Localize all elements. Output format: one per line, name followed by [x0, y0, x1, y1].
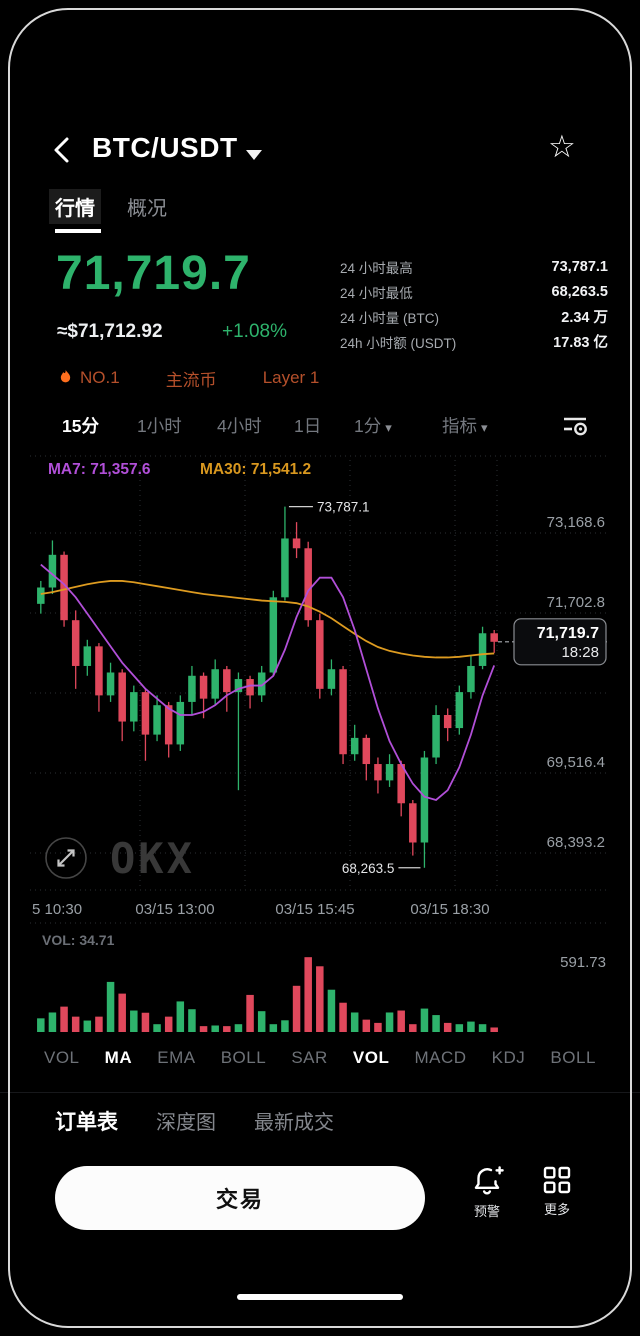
price-chart-svg[interactable]: 73,168.6 71,702.8 69,516.4 68,393.2 73,787.1… — [30, 455, 610, 925]
more-button[interactable]: 更多 — [531, 1164, 583, 1218]
chart-display-settings-icon[interactable] — [560, 410, 590, 440]
svg-text:68,393.2: 68,393.2 — [547, 834, 605, 851]
indicator-vol-main[interactable]: VOL — [44, 1048, 80, 1067]
category-badge[interactable]: 主流币 — [165, 370, 217, 390]
candles-group — [37, 506, 498, 868]
chevron-down-icon: ▾ — [385, 420, 392, 435]
indicator-boll-sub[interactable]: BOLL — [550, 1048, 596, 1067]
stat-row-volume-btc: 24 小时量 (BTC) 2.34 万 — [340, 304, 608, 329]
timeframe-dropdown-label: 1分 — [354, 416, 382, 436]
bell-plus-icon — [474, 1166, 504, 1195]
volume-chart-svg[interactable] — [30, 928, 610, 1036]
stat-label: 24h 小时额 (USDT) — [340, 335, 457, 351]
okx-logo: OKX — [110, 833, 195, 883]
watermark: OKX — [44, 833, 195, 883]
stat-row-high: 24 小时最高 73,787.1 — [340, 254, 608, 279]
tab-market[interactable]: 行情 — [49, 189, 101, 224]
ma30-legend: MA30: 71,541.2 — [200, 461, 312, 478]
fiat-price: ≈$71,712.92 — [57, 321, 163, 342]
indicator-dropdown-label: 指标 — [442, 416, 477, 436]
trade-button-label: 交易 — [215, 1187, 264, 1212]
home-indicator[interactable] — [237, 1294, 403, 1300]
svg-text:03/15 13:00: 03/15 13:00 — [135, 901, 214, 918]
indicator-sar[interactable]: SAR — [291, 1048, 328, 1067]
layer-badge[interactable]: Layer 1 — [262, 368, 320, 387]
stat-row-low: 24 小时最低 68,263.5 — [340, 279, 608, 304]
svg-text:71,702.8: 71,702.8 — [547, 594, 605, 611]
indicator-boll[interactable]: BOLL — [220, 1048, 267, 1067]
ma30-line — [40, 580, 495, 659]
expand-chart-icon[interactable] — [44, 836, 88, 880]
ma7-legend: MA7: 71,357.6 — [48, 461, 151, 478]
trade-button[interactable]: 交易 — [55, 1166, 425, 1230]
indicator-tab-row: VOL MA EMA BOLL SAR VOL MACD KDJ BOLL — [30, 1040, 610, 1076]
svg-text:18:28: 18:28 — [561, 644, 599, 661]
high-annotation: 73,787.1 — [317, 500, 370, 515]
stat-label: 24 小时量 (BTC) — [340, 310, 440, 326]
badge-row: NO.1 主流币 Layer 1 — [58, 366, 319, 390]
stat-row-volume-usdt: 24h 小时额 (USDT) 17.83 亿 — [340, 329, 608, 354]
section-divider — [0, 1092, 640, 1093]
stat-value: 17.83 亿 — [553, 335, 608, 351]
alert-label: 预警 — [473, 1204, 500, 1219]
indicator-vol-sub[interactable]: VOL — [352, 1048, 390, 1067]
volume-pane[interactable]: VOL: 34.71 591.73 — [30, 928, 610, 1036]
alert-button[interactable]: 预警 — [461, 1164, 513, 1220]
low-annotation: 68,263.5 — [342, 861, 395, 876]
candlestick-chart[interactable]: 73,168.6 71,702.8 69,516.4 68,393.2 73,787.1… — [30, 455, 610, 925]
active-tab-underline — [55, 229, 101, 233]
timeframe-1d[interactable]: 1日 — [294, 416, 322, 436]
svg-text:71,719.7: 71,719.7 — [537, 625, 599, 642]
volume-current-label: VOL: 34.71 — [42, 932, 115, 948]
stat-value: 73,787.1 — [551, 258, 608, 275]
order-tab-row: 订单表 深度图 最新成交 — [55, 1106, 334, 1136]
tab-latest-trades[interactable]: 最新成交 — [254, 1112, 334, 1134]
flame-icon — [60, 369, 71, 383]
back-chevron-icon — [54, 137, 69, 163]
tab-overview[interactable]: 概况 — [127, 198, 167, 220]
last-price-tag[interactable]: 71,719.7 18:28 — [513, 618, 607, 666]
indicator-dropdown[interactable]: 指标 ▾ — [442, 413, 488, 438]
chevron-down-icon: ▾ — [481, 420, 488, 435]
rank-badge[interactable]: NO.1 — [80, 368, 120, 387]
stat-label: 24 小时最低 — [340, 285, 413, 301]
ma-legend: MA7: 71,357.6 MA30: 71,541.2 — [48, 461, 311, 479]
indicator-ema[interactable]: EMA — [157, 1048, 196, 1067]
stat-value: 68,263.5 — [551, 283, 608, 300]
ma7-line — [40, 563, 496, 801]
indicator-kdj[interactable]: KDJ — [491, 1048, 526, 1067]
more-label: 更多 — [543, 1202, 570, 1217]
svg-text:03/15 15:45: 03/15 15:45 — [275, 901, 354, 918]
svg-text:03/15 18:30: 03/15 18:30 — [410, 901, 489, 918]
volume-bars-group — [37, 957, 498, 1032]
svg-text:5 10:30: 5 10:30 — [32, 901, 82, 918]
favorite-star-icon[interactable]: ☆ — [548, 129, 576, 164]
last-price: 71,719.7 — [56, 247, 251, 300]
indicator-ma[interactable]: MA — [104, 1048, 133, 1067]
tab-depth-chart[interactable]: 深度图 — [156, 1112, 216, 1134]
timeframe-dropdown[interactable]: 1分 ▾ — [354, 413, 392, 438]
pair-title[interactable]: BTC/USDT — [92, 132, 238, 163]
timeframe-15m[interactable]: 15分 — [62, 416, 99, 436]
stat-label: 24 小时最高 — [340, 260, 413, 276]
indicator-macd[interactable]: MACD — [414, 1048, 467, 1067]
pair-dropdown-caret-icon[interactable] — [246, 150, 262, 160]
svg-text:69,516.4: 69,516.4 — [547, 754, 605, 771]
stats-panel: 24 小时最高 73,787.1 24 小时最低 68,263.5 24 小时量… — [340, 254, 608, 354]
percent-change: +1.08% — [222, 321, 287, 342]
volume-scale-max: 591.73 — [560, 954, 606, 971]
timeframe-4h[interactable]: 4小时 — [217, 416, 262, 436]
timeframe-1h[interactable]: 1小时 — [137, 416, 182, 436]
grid-more-icon — [543, 1166, 571, 1194]
tab-order-book[interactable]: 订单表 — [55, 1111, 118, 1134]
stat-value: 2.34 万 — [561, 310, 608, 326]
svg-text:73,168.6: 73,168.6 — [547, 514, 605, 531]
back-button[interactable] — [48, 134, 78, 166]
